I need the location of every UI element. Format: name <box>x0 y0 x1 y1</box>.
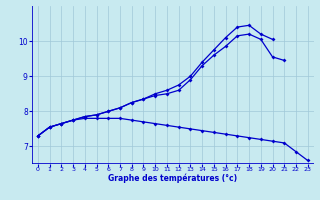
X-axis label: Graphe des températures (°c): Graphe des températures (°c) <box>108 174 237 183</box>
